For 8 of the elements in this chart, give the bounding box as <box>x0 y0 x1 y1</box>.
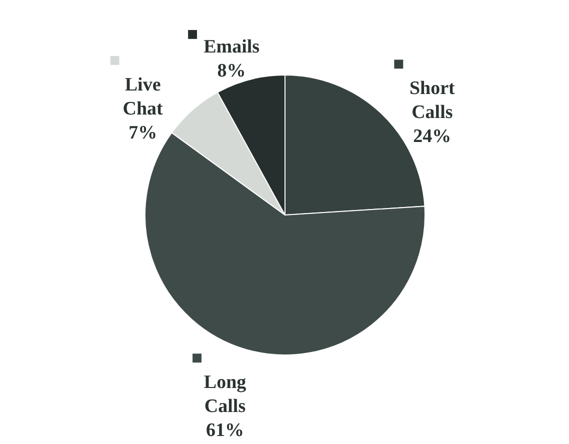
data-label: 24% <box>413 126 452 148</box>
data-label: 61% <box>206 420 244 442</box>
legend-label: Long Calls <box>204 372 247 418</box>
data-label: 7% <box>128 122 158 144</box>
data-label: 8% <box>217 60 246 82</box>
legend-label: Emails <box>204 36 260 58</box>
legend-label: Short Calls <box>409 78 456 124</box>
legend-label: Live Chat <box>122 74 164 120</box>
